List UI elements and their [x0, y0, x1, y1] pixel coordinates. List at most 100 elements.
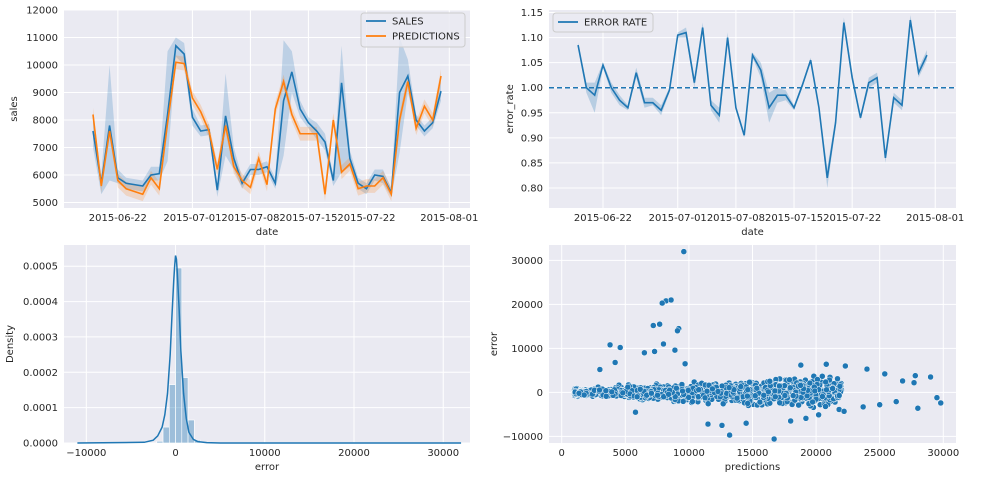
plot-panel-4: −10000 0 10000 20000 30000 0 5000 10000 15000 200…	[489, 245, 959, 473]
scatter-point	[766, 378, 774, 385]
y-tick-label: 10000	[511, 344, 543, 355]
scatter-point	[834, 375, 841, 383]
scatter-point	[650, 322, 657, 329]
scatter-point	[772, 393, 779, 401]
scatter-point	[665, 391, 672, 398]
y-axis-label: error	[489, 331, 500, 356]
scatter-point	[733, 394, 741, 402]
scatter-point	[822, 403, 829, 410]
scatter-point	[725, 384, 733, 391]
legend: SALES PREDICTIONS	[360, 12, 466, 48]
y-tick-label: 9000	[33, 88, 58, 99]
scatter-point	[656, 320, 663, 328]
y-tick-label: 7000	[33, 143, 58, 154]
scatter-point	[633, 393, 641, 401]
scatter-point	[744, 392, 751, 400]
plot-panel-1: 5000 6000 7000 8000 9000 10000 11000 12000 2015-…	[9, 6, 478, 239]
x-tick-label: 2015-07-15	[765, 213, 823, 224]
x-tick-label: 30000	[427, 448, 459, 459]
kde-line	[77, 255, 462, 444]
histogram-bar	[168, 384, 176, 444]
y-tick-label: 6000	[33, 171, 58, 182]
scatter-point	[795, 401, 802, 409]
x-tick-label: 2015-06-22	[574, 213, 632, 224]
scatter-point	[811, 387, 819, 395]
y-tick-label: 5000	[33, 198, 58, 209]
scatter-point	[823, 386, 830, 394]
scatter-point	[744, 400, 751, 407]
y-axis-label: sales	[9, 96, 20, 121]
scatter-point	[658, 299, 666, 307]
scatter-point	[704, 400, 712, 407]
y-axis-label: error_rate	[505, 84, 516, 134]
scatter-point	[756, 398, 764, 406]
x-tick-label: 0	[559, 448, 565, 459]
y-tick-label: 0.80	[521, 183, 543, 194]
scatter-point	[619, 389, 627, 397]
scatter-point	[667, 296, 675, 304]
confidence-band	[93, 55, 441, 202]
scatter-point	[787, 417, 794, 425]
x-axis-label: date	[741, 227, 764, 238]
scatter-point	[765, 388, 772, 396]
x-tick-label: 2015-07-01	[163, 213, 221, 224]
histogram-bar	[156, 440, 164, 444]
scatter-point	[776, 399, 783, 407]
scatter-point	[789, 392, 797, 399]
y-tick-label: 0.0004	[23, 297, 58, 308]
x-tick-label: 2015-07-08	[221, 213, 279, 224]
scatter-point	[802, 415, 810, 422]
x-tick-label: 30000	[927, 448, 959, 459]
scatter-point	[703, 387, 711, 395]
scatter-point	[787, 384, 794, 392]
scatter-point	[760, 392, 768, 399]
y-tick-label: 0	[537, 388, 543, 399]
x-tick-label: 20000	[800, 448, 832, 459]
scatter-point	[933, 394, 941, 401]
scatter-point	[602, 387, 610, 394]
scatter-point	[751, 392, 759, 399]
x-tick-label: 2015-07-08	[707, 213, 765, 224]
scatter-point	[899, 377, 906, 385]
scatter-point	[771, 387, 779, 395]
x-tick-label: 2015-07-15	[279, 213, 337, 224]
x-tick-label: 2015-06-22	[89, 213, 147, 224]
scatter-point	[742, 419, 750, 427]
y-tick-label: 12000	[26, 6, 58, 17]
scatter-point	[744, 386, 752, 393]
y-tick-label: 20000	[511, 300, 543, 311]
x-tick-label: 15000	[737, 448, 769, 459]
y-axis-label: Density	[5, 325, 16, 363]
scatter-point	[714, 388, 722, 395]
legend: ERROR RATE	[552, 12, 654, 33]
scatter-point	[840, 408, 848, 415]
x-tick-label: 10000	[249, 448, 281, 459]
y-tick-label: 1.00	[521, 83, 543, 94]
scatter-point	[809, 398, 816, 406]
scatter-point	[580, 391, 588, 399]
scatter-point	[859, 403, 867, 411]
scatter-point	[719, 400, 727, 408]
scatter-point	[606, 341, 614, 349]
scatter-point	[863, 365, 871, 373]
x-tick-label: 20000	[338, 448, 370, 459]
y-tick-label: 11000	[26, 33, 58, 44]
histogram-bar	[162, 426, 170, 444]
scatter-point	[636, 386, 644, 393]
y-tick-label: 0.85	[521, 158, 543, 169]
y-tick-label: 0.0005	[23, 262, 58, 273]
scatter-point	[881, 370, 889, 378]
scatter-point	[654, 391, 661, 399]
x-axis-label: predictions	[725, 462, 780, 473]
y-tick-label: 1.05	[521, 58, 543, 69]
x-tick-label: 0	[172, 448, 178, 459]
scatter-point	[822, 378, 829, 386]
scatter-point	[684, 387, 692, 394]
x-tick-label: 2015-07-22	[823, 213, 881, 224]
plot-area	[64, 245, 470, 443]
x-axis-label: date	[256, 227, 279, 238]
scatter-point	[674, 327, 681, 335]
x-tick-label: 2015-08-01	[906, 213, 964, 224]
confidence-band	[93, 37, 441, 197]
scatter-point	[892, 398, 900, 405]
